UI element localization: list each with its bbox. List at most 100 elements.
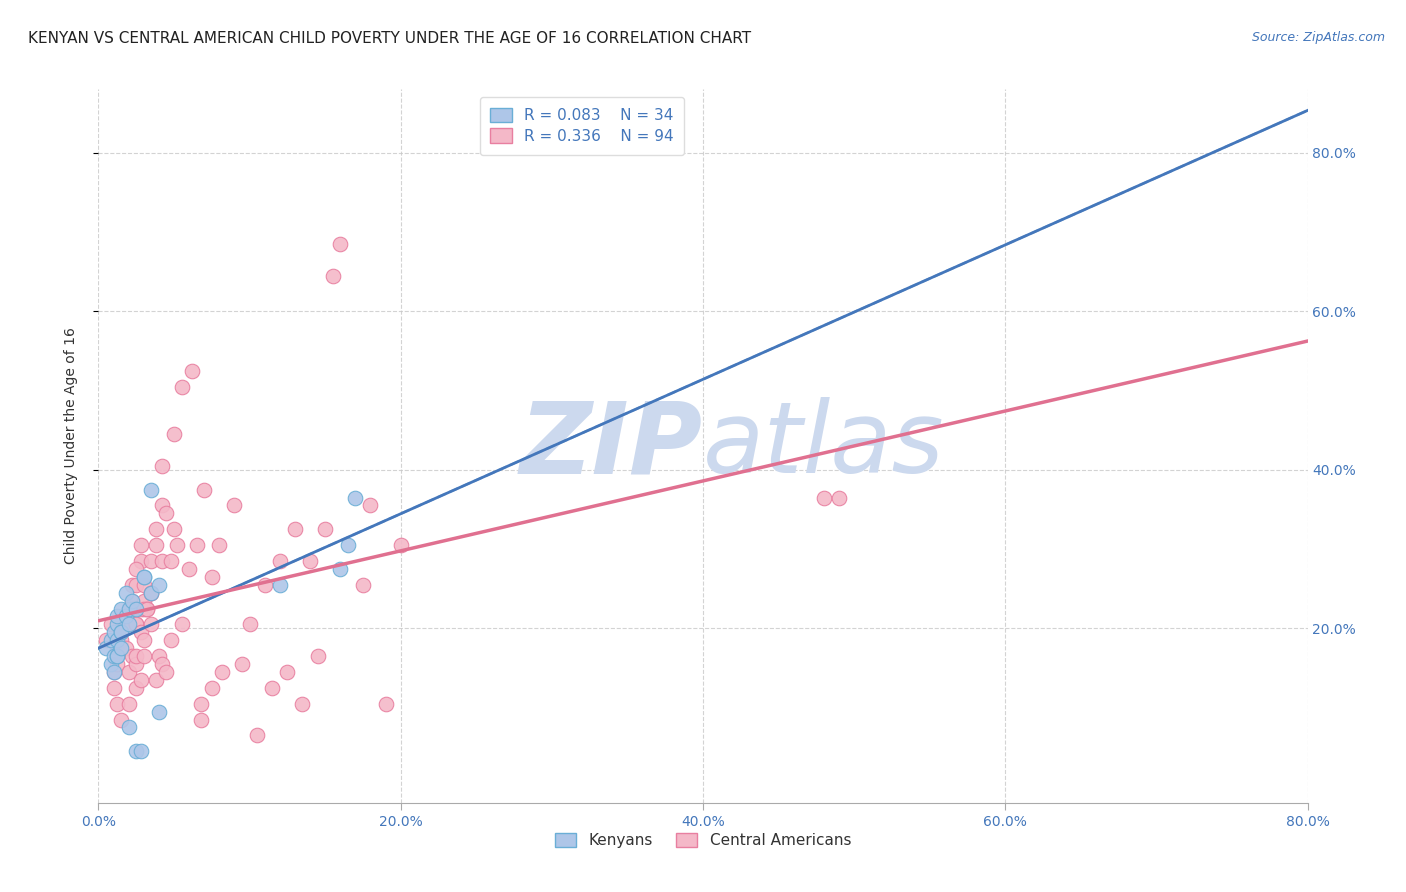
Point xyxy=(129,625,152,640)
Point xyxy=(132,578,155,592)
Point xyxy=(262,681,284,695)
Point xyxy=(329,236,352,251)
Legend: Kenyans, Central Americans: Kenyans, Central Americans xyxy=(547,825,859,855)
Point xyxy=(160,633,183,648)
Point xyxy=(103,625,125,640)
Point xyxy=(125,649,148,664)
Point xyxy=(224,499,246,513)
Point xyxy=(163,522,186,536)
Point xyxy=(105,641,128,656)
Point xyxy=(118,601,141,615)
Text: Source: ZipAtlas.com: Source: ZipAtlas.com xyxy=(1251,31,1385,45)
Point xyxy=(125,681,148,695)
Point xyxy=(179,562,201,576)
Point xyxy=(307,649,329,664)
Point xyxy=(141,585,163,599)
Point xyxy=(314,522,336,536)
Point xyxy=(125,578,148,592)
Point xyxy=(103,649,125,664)
Point xyxy=(141,585,163,599)
Point xyxy=(103,665,125,679)
Text: atlas: atlas xyxy=(703,398,945,494)
Point xyxy=(118,697,141,711)
Point xyxy=(132,570,155,584)
Point xyxy=(110,641,132,656)
Point xyxy=(828,491,851,505)
Point xyxy=(121,601,143,615)
Point xyxy=(110,633,132,648)
Point xyxy=(246,728,269,742)
Point xyxy=(141,617,163,632)
Point xyxy=(193,483,215,497)
Point xyxy=(114,617,136,632)
Point xyxy=(201,570,224,584)
Point xyxy=(121,578,143,592)
Point xyxy=(160,554,183,568)
Point xyxy=(125,617,148,632)
Point xyxy=(145,538,167,552)
Y-axis label: Child Poverty Under the Age of 16: Child Poverty Under the Age of 16 xyxy=(63,327,77,565)
Point xyxy=(94,633,117,648)
Point xyxy=(118,617,141,632)
Point xyxy=(352,578,374,592)
Point xyxy=(150,554,173,568)
Point xyxy=(336,538,359,552)
Point xyxy=(132,649,155,664)
Point xyxy=(201,681,224,695)
Point xyxy=(103,665,125,679)
Point xyxy=(118,665,141,679)
Point xyxy=(103,681,125,695)
Point xyxy=(125,744,148,758)
Point xyxy=(145,673,167,687)
Point xyxy=(135,601,157,615)
Point xyxy=(322,268,344,283)
Point xyxy=(110,625,132,640)
Point xyxy=(211,665,233,679)
Point xyxy=(121,593,143,607)
Point xyxy=(374,697,396,711)
Point xyxy=(132,601,155,615)
Point xyxy=(114,617,136,632)
Point xyxy=(253,578,276,592)
Point xyxy=(100,617,122,632)
Point xyxy=(190,713,212,727)
Point xyxy=(105,649,128,664)
Point xyxy=(291,697,314,711)
Point xyxy=(269,554,291,568)
Point xyxy=(110,625,132,640)
Point xyxy=(170,617,193,632)
Point xyxy=(100,633,122,648)
Point xyxy=(155,507,177,521)
Point xyxy=(105,649,128,664)
Point xyxy=(155,665,177,679)
Point xyxy=(100,657,122,671)
Point xyxy=(129,554,152,568)
Point xyxy=(114,585,136,599)
Point xyxy=(284,522,307,536)
Point xyxy=(132,570,155,584)
Point xyxy=(166,538,188,552)
Point xyxy=(125,657,148,671)
Point xyxy=(141,554,163,568)
Point xyxy=(239,617,262,632)
Point xyxy=(150,657,173,671)
Point xyxy=(118,601,141,615)
Text: KENYAN VS CENTRAL AMERICAN CHILD POVERTY UNDER THE AGE OF 16 CORRELATION CHART: KENYAN VS CENTRAL AMERICAN CHILD POVERTY… xyxy=(28,31,751,46)
Point xyxy=(125,562,148,576)
Point xyxy=(114,641,136,656)
Point xyxy=(121,649,143,664)
Point xyxy=(129,744,152,758)
Point xyxy=(148,578,170,592)
Point xyxy=(148,649,170,664)
Point xyxy=(110,713,132,727)
Point xyxy=(186,538,208,552)
Point xyxy=(329,562,352,576)
Point xyxy=(389,538,412,552)
Point xyxy=(118,721,141,735)
Point xyxy=(181,364,204,378)
Point xyxy=(105,657,128,671)
Point xyxy=(360,499,382,513)
Point xyxy=(135,601,157,615)
Point xyxy=(163,427,186,442)
Point xyxy=(190,697,212,711)
